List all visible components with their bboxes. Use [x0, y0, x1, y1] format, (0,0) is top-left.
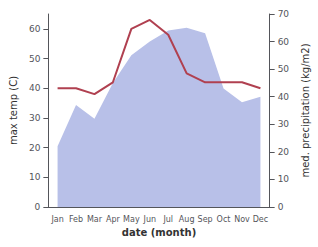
svg-text:60: 60	[29, 24, 41, 34]
svg-text:0: 0	[35, 202, 41, 212]
svg-text:Oct: Oct	[217, 215, 231, 224]
svg-text:date (month): date (month)	[122, 227, 196, 238]
svg-text:20: 20	[29, 143, 41, 153]
svg-text:Jun: Jun	[143, 215, 157, 224]
svg-text:Apr: Apr	[106, 215, 121, 224]
svg-text:Mar: Mar	[87, 215, 103, 224]
svg-text:Sep: Sep	[198, 215, 213, 224]
svg-text:70: 70	[278, 9, 290, 19]
svg-text:med. precipitation (kg/m2): med. precipitation (kg/m2)	[300, 43, 311, 177]
svg-text:Dec: Dec	[253, 215, 268, 224]
svg-text:10: 10	[29, 172, 41, 182]
svg-text:Nov: Nov	[234, 215, 250, 224]
svg-text:20: 20	[278, 147, 290, 157]
svg-text:Jan: Jan	[50, 215, 63, 224]
svg-text:50: 50	[278, 64, 290, 74]
svg-text:50: 50	[29, 54, 41, 64]
svg-text:Feb: Feb	[69, 215, 83, 224]
svg-text:May: May	[123, 215, 140, 224]
svg-text:40: 40	[29, 83, 41, 93]
svg-text:60: 60	[278, 37, 290, 47]
svg-text:30: 30	[278, 119, 290, 129]
svg-text:Aug: Aug	[179, 215, 195, 224]
svg-text:10: 10	[278, 174, 290, 184]
svg-text:40: 40	[278, 92, 290, 102]
svg-text:30: 30	[29, 113, 41, 123]
svg-text:max temp (C): max temp (C)	[8, 76, 19, 145]
svg-text:0: 0	[278, 202, 284, 212]
svg-text:Jul: Jul	[162, 215, 173, 224]
